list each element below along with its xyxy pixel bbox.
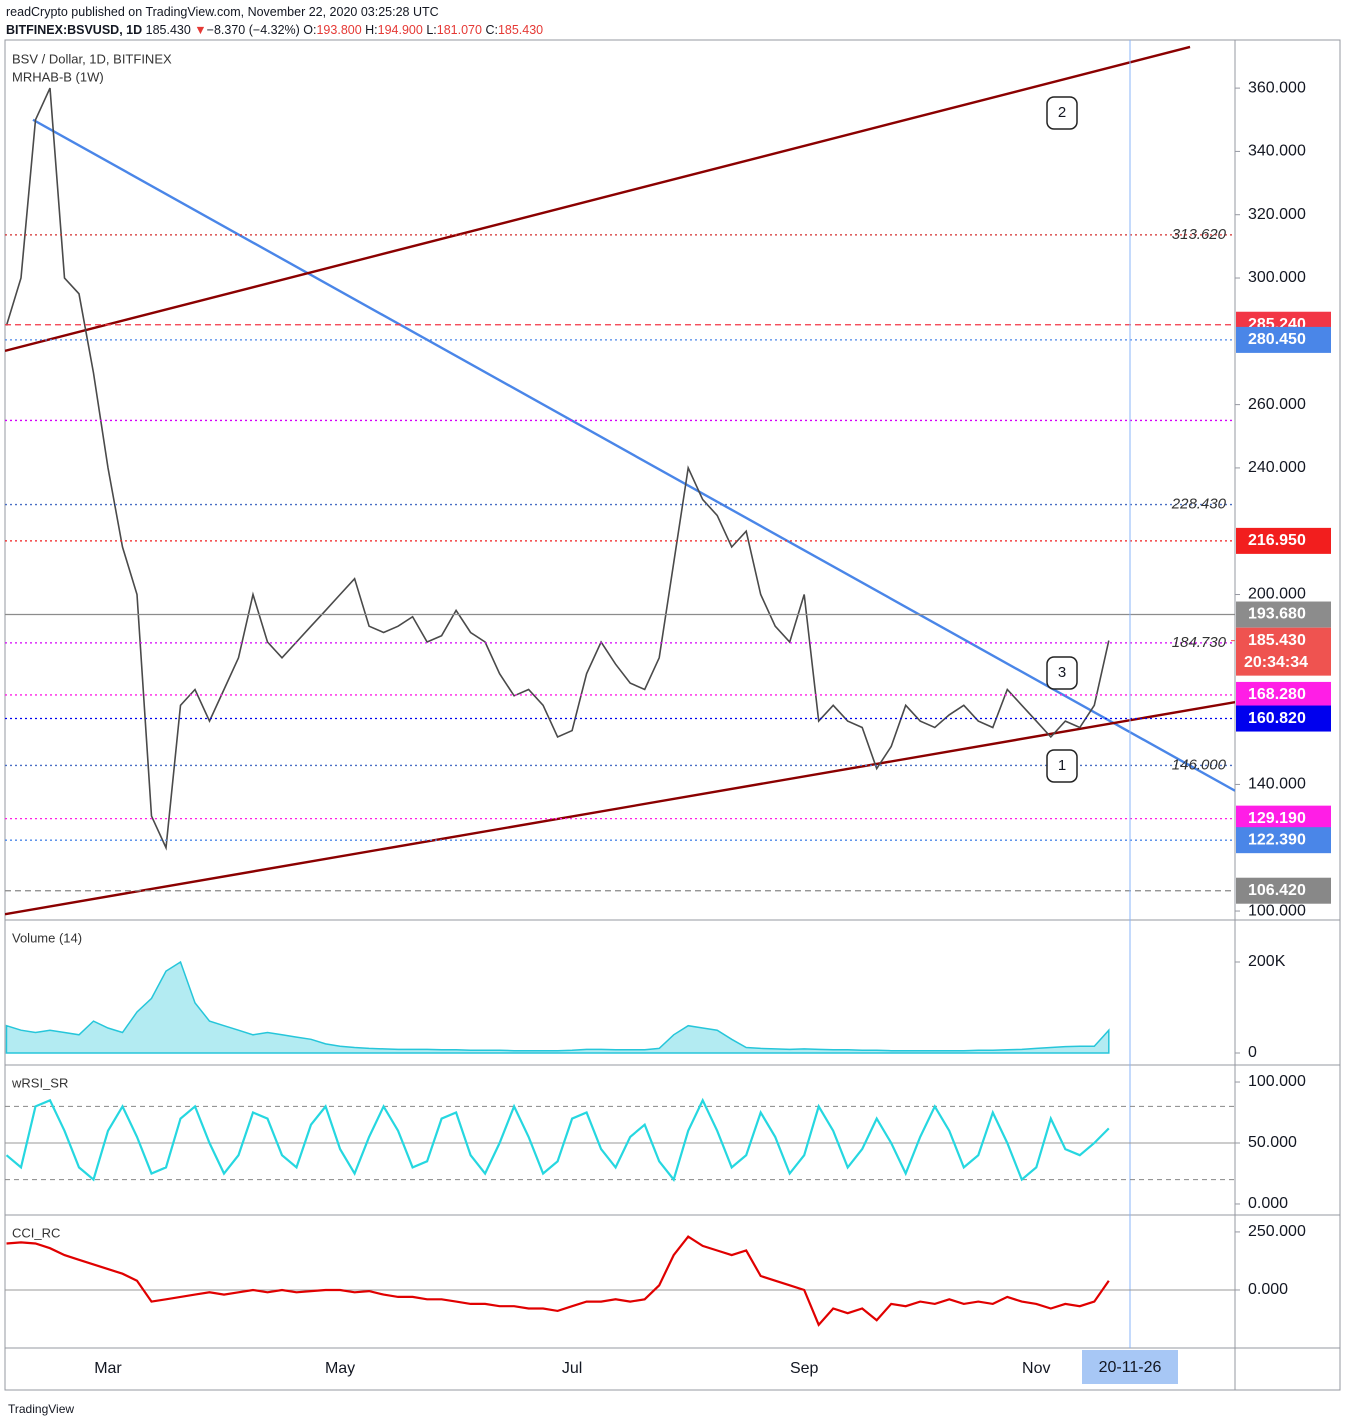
y-tick-label: 0.000 — [1248, 1195, 1288, 1212]
last: 185.430 — [145, 23, 191, 37]
trend-line — [32, 118, 1235, 792]
main-plot — [5, 45, 1235, 916]
y-tick-label: 200K — [1248, 953, 1286, 970]
volume-area — [5, 960, 1110, 1054]
arrow: ▼ — [194, 23, 207, 37]
last-price-label: 185.430 — [1248, 632, 1306, 649]
price-label-bg — [1236, 326, 1331, 353]
price-label-bg — [1236, 877, 1331, 904]
o-label: O: — [303, 23, 317, 37]
price-label: 168.280 — [1248, 686, 1306, 703]
close: 185.430 — [497, 23, 544, 37]
callout-label: 1 — [1058, 757, 1066, 774]
pane-title: wRSI_SR — [11, 1075, 68, 1090]
level-label: 313.620 — [1172, 226, 1227, 243]
countdown: 20:34:34 — [1244, 654, 1308, 671]
y-tick-label: 0 — [1248, 1044, 1257, 1061]
high: 194.900 — [377, 23, 423, 37]
y-tick-label: 0.000 — [1248, 1281, 1288, 1298]
callout-label: 2 — [1058, 104, 1066, 121]
low: 181.070 — [436, 23, 482, 37]
price-label: 122.390 — [1248, 831, 1306, 848]
x-tick-label: Nov — [1022, 1360, 1050, 1377]
x-tick-label: Sep — [790, 1360, 819, 1377]
y-tick-label: 260.000 — [1248, 396, 1306, 413]
last-price-bg — [1236, 627, 1331, 676]
callout-label: 3 — [1058, 664, 1066, 681]
price-label: 216.950 — [1248, 532, 1306, 549]
callout — [1046, 749, 1078, 783]
trend-line — [5, 700, 1235, 916]
c-label: C: — [485, 23, 498, 37]
date-label: 20-11-26 — [1099, 1359, 1162, 1376]
pane-subtitle: MRHAB-B (1W) — [12, 69, 104, 84]
y-tick-label: 200.000 — [1248, 586, 1306, 603]
y-tick-label: 340.000 — [1248, 143, 1306, 160]
level-label: 184.730 — [1172, 634, 1227, 651]
price-label: 129.190 — [1248, 810, 1306, 827]
frame — [4, 39, 1341, 1391]
price-label-bg — [1236, 681, 1331, 708]
price-label-bg — [1236, 527, 1331, 554]
x-tick-label: Mar — [94, 1360, 122, 1377]
price-label: 160.820 — [1248, 710, 1306, 727]
y-tick-label: 360.000 — [1248, 79, 1306, 96]
series-line — [6, 1235, 1110, 1327]
y-tick-label: 250.000 — [1248, 1223, 1306, 1240]
price-label-bg — [1236, 705, 1331, 732]
y-tick-label: 100.000 — [1248, 902, 1306, 919]
trend-line — [5, 45, 1191, 352]
pane-title: CCI_RC — [12, 1225, 60, 1240]
level-label: 146.000 — [1172, 756, 1227, 773]
price-label-bg — [1236, 601, 1331, 628]
h-label: H: — [365, 23, 378, 37]
price-label: 280.450 — [1248, 331, 1306, 348]
price-label: 106.420 — [1248, 882, 1306, 899]
x-tick-label: May — [325, 1360, 355, 1377]
y-tick-label: 100.000 — [1248, 1073, 1306, 1090]
level-label: 228.430 — [1171, 496, 1227, 513]
callout — [1046, 96, 1078, 130]
price-label: 193.680 — [1248, 606, 1306, 623]
y-tick-label: 320.000 — [1248, 206, 1306, 223]
y-tick-label: 240.000 — [1248, 459, 1306, 476]
price-label-bg — [1236, 827, 1331, 854]
series-line — [5, 1097, 1110, 1182]
series-line — [5, 87, 1110, 851]
open: 193.800 — [316, 23, 362, 37]
publisher: readCrypto published on TradingView.com,… — [6, 5, 439, 19]
date-label-bg — [1082, 1350, 1178, 1384]
y-tick-label: 50.000 — [1248, 1134, 1297, 1151]
pane-title: Volume (14) — [12, 930, 82, 945]
pane-title: BSV / Dollar, 1D, BITFINEX — [12, 51, 172, 66]
y-tick-label: 300.000 — [1248, 269, 1306, 286]
footer: TradingView — [8, 1402, 75, 1416]
change: −8.370 (−4.32%) — [206, 23, 300, 37]
x-tick-label: Jul — [562, 1360, 582, 1377]
y-tick-label: 140.000 — [1248, 776, 1306, 793]
l-label: L: — [426, 23, 437, 37]
header: readCrypto published on TradingView.com,… — [6, 3, 543, 39]
symbol: BITFINEX:BSVUSD, 1D — [6, 23, 143, 37]
ohlc-line: BITFINEX:BSVUSD, 1D 185.430 ▼−8.370 (−4.… — [6, 21, 543, 39]
callout — [1046, 656, 1078, 690]
